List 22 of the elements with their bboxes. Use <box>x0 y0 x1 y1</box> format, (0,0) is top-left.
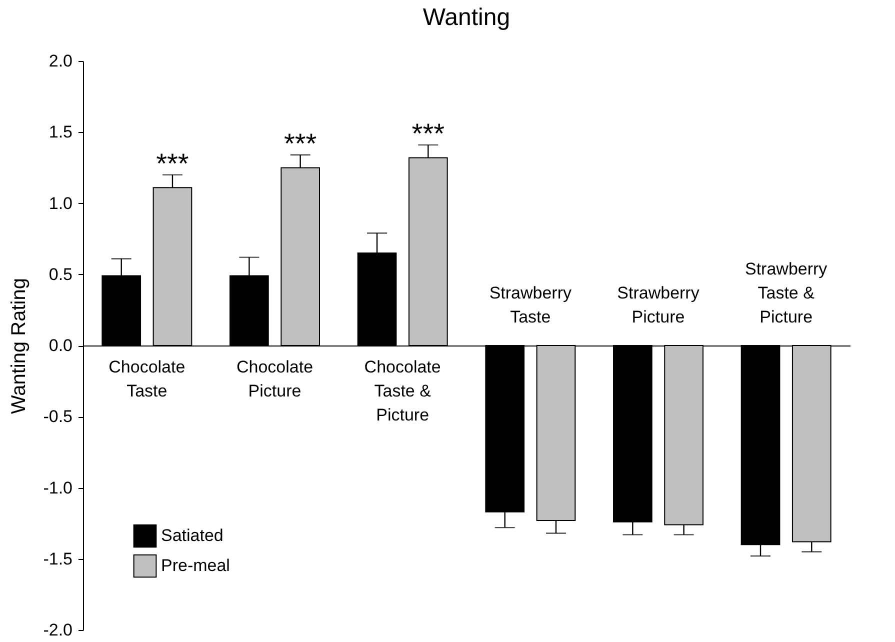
annotation: *** <box>284 128 317 159</box>
x-tick-label: Chocolate Taste & Picture <box>364 358 441 424</box>
y-tick-label: -2.0 <box>43 620 72 640</box>
y-tick-label: -0.5 <box>43 407 72 426</box>
y-tick-label: 0.0 <box>48 336 72 355</box>
x-tick-label: Strawberry Picture <box>617 284 700 326</box>
x-tick-label: Strawberry Taste & Picture <box>744 260 828 326</box>
y-tick-label: 1.0 <box>48 194 72 213</box>
legend-label: Pre-meal <box>161 556 230 575</box>
y-axis-title: Wanting Rating <box>8 278 30 414</box>
x-tick-label: Chocolate Taste <box>108 358 186 400</box>
y-tick-label: 1.5 <box>48 122 72 142</box>
y-tick-label: -1.0 <box>43 478 72 498</box>
legend-label: Satiated <box>161 526 224 545</box>
x-tick-label: Chocolate Picture <box>236 358 314 400</box>
y-tick-label: 0.5 <box>48 264 72 284</box>
annotation: *** <box>412 118 445 149</box>
annotation: *** <box>156 148 189 179</box>
chart-title: Wanting <box>422 4 510 31</box>
y-tick-label: -1.5 <box>43 549 72 568</box>
x-tick-label: Strawberry Taste <box>489 284 572 326</box>
y-tick-label: 2.0 <box>48 52 72 70</box>
